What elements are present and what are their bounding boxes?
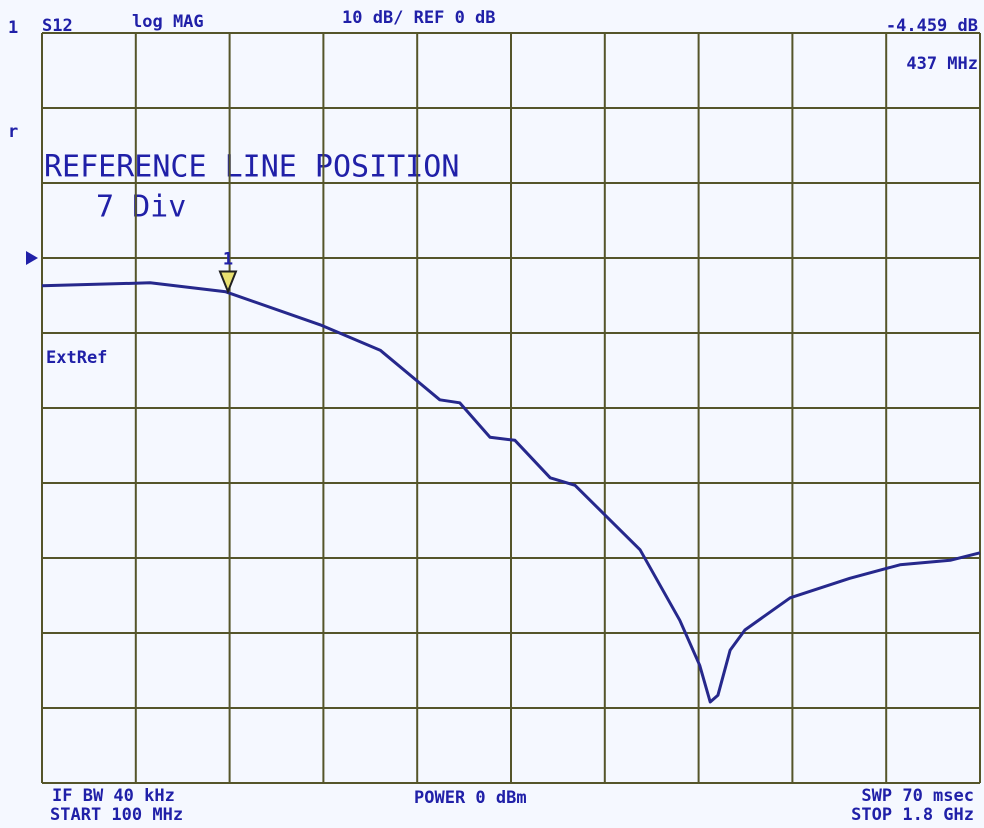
marker-label: 1 [223,249,233,269]
power: POWER 0 dBm [414,788,527,808]
side-label: r [8,122,18,142]
parameter: S12 [42,16,73,36]
reference-arrow [26,251,38,265]
marker-value: -4.459 dB [886,16,978,36]
scale: 10 dB/ REF 0 dB [342,8,496,28]
channel: 1 [8,18,18,38]
format: log MAG [132,12,204,32]
overlay-value: 7 Div [96,190,186,225]
marker-frequency: 437 MHz [906,54,978,74]
overlay-title: REFERENCE LINE POSITION [44,150,459,185]
annotation: ExtRef [46,348,107,368]
sweep-time: SWP 70 msec [861,786,974,806]
start-frequency: START 100 MHz [50,805,183,825]
trace [41,281,981,704]
stop-frequency: STOP 1.8 GHz [851,805,974,825]
marker [218,270,238,295]
if-bandwidth: IF BW 40 kHz [52,786,175,806]
